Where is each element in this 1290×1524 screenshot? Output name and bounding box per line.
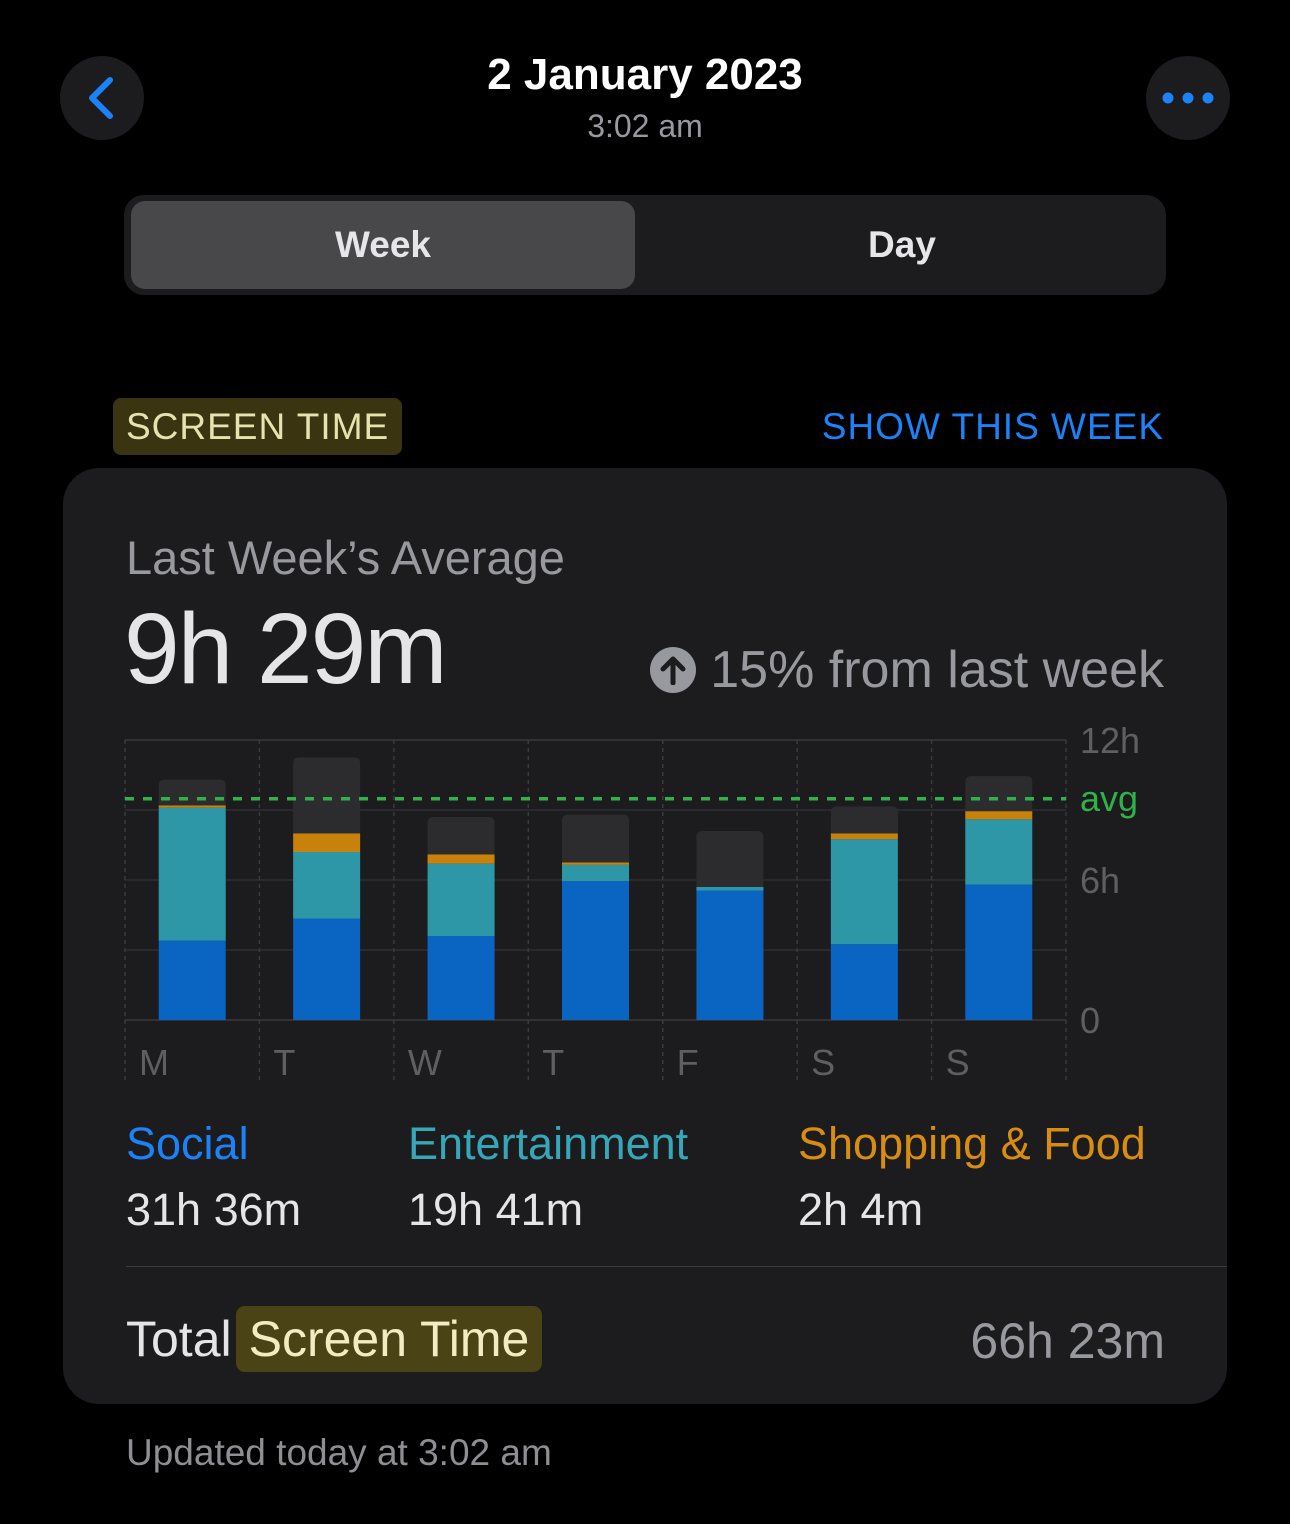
bar-segment-other (965, 776, 1033, 812)
x-tick-label: T (542, 1042, 564, 1083)
legend-value: 2h 4m (798, 1184, 924, 1235)
show-this-week-link[interactable]: SHOW THIS WEEK (821, 405, 1164, 447)
y-tick-label: 0 (1080, 1000, 1100, 1041)
average-label: Last Week’s Average (126, 531, 565, 584)
bar-segment-entertainment (427, 863, 495, 936)
legend-social: Social 31h 36m (126, 1118, 301, 1236)
x-tick-label: W (408, 1042, 442, 1083)
x-tick-label: M (139, 1042, 169, 1083)
legend-entertainment: Entertainment 19h 41m (408, 1118, 688, 1236)
bar-segment-social (427, 936, 495, 1020)
total-screen-time-label: Total Screen Time (126, 1306, 543, 1372)
bar-segment-other (158, 779, 226, 806)
more-button[interactable] (1146, 56, 1230, 140)
legend-value: 31h 36m (126, 1184, 302, 1235)
x-tick-label: S (811, 1042, 835, 1083)
total-highlight: Screen Time (235, 1306, 543, 1372)
bar-segment-shopping-food (158, 805, 226, 808)
back-button[interactable] (60, 56, 144, 140)
bar-segment-social (562, 881, 629, 1020)
bar-segment-social (158, 940, 226, 1020)
legend-label: Shopping & Food (798, 1118, 1146, 1169)
average-label: avg (1080, 778, 1138, 819)
bar-segment-entertainment (562, 864, 629, 882)
bar-segment-social (293, 918, 361, 1020)
arrow-up-circle-icon (650, 647, 697, 693)
bar-segment-other (427, 817, 495, 855)
section-label-screen-time: SCREEN TIME (113, 398, 403, 455)
x-tick-label: F (677, 1042, 699, 1083)
bar-segment-other (830, 806, 898, 834)
total-label: Total (126, 1311, 232, 1367)
tab-day[interactable]: Day (868, 224, 936, 265)
bar-segment-other (293, 757, 361, 834)
average-value: 9h 29m (124, 593, 448, 705)
bar-segment-entertainment (293, 852, 361, 919)
chevron-left-icon (89, 77, 113, 119)
y-tick-label: 12h (1080, 720, 1140, 761)
bar-segment-social (696, 890, 764, 1020)
page-subtitle: 3:02 am (587, 108, 703, 144)
bar-segment-entertainment (158, 807, 226, 941)
bar-segment-shopping-food (427, 854, 495, 864)
tab-week[interactable]: Week (131, 201, 635, 289)
legend-label: Social (126, 1118, 249, 1169)
legend-value: 19h 41m (408, 1184, 584, 1235)
header: 2 January 2023 3:02 am (0, 0, 1290, 170)
bar-segment-entertainment (696, 887, 764, 891)
legend-label: Entertainment (408, 1118, 689, 1169)
period-segmented-control: Week Day (124, 195, 1166, 295)
divider (126, 1266, 1227, 1267)
bar-segment-shopping-food (293, 833, 361, 852)
ellipsis-icon (1162, 92, 1214, 104)
legend-shopping-food: Shopping & Food 2h 4m (798, 1118, 1146, 1236)
bar-segment-other (696, 831, 764, 887)
bar-segment-entertainment (965, 819, 1033, 885)
page-title: 2 January 2023 (487, 50, 803, 99)
y-tick-label: 6h (1080, 860, 1120, 901)
bar-segment-shopping-food (562, 862, 629, 865)
bar-segment-shopping-food (965, 811, 1033, 820)
x-tick-label: T (273, 1042, 295, 1083)
bar-segment-other (562, 814, 629, 863)
total-screen-time-value: 66h 23m (970, 1313, 1165, 1369)
x-tick-label: S (946, 1042, 970, 1083)
change-text: 15% from last week (710, 641, 1164, 699)
bar-segment-social (830, 944, 898, 1020)
updated-timestamp: Updated today at 3:02 am (126, 1432, 552, 1473)
bar-segment-entertainment (830, 839, 898, 945)
bar-segment-social (965, 884, 1033, 1020)
weekly-change: 15% from last week (650, 640, 1164, 700)
screen-time-card[interactable]: Last Week’s Average 9h 29m 15% from last… (63, 468, 1227, 1404)
bar-segment-shopping-food (830, 833, 898, 840)
